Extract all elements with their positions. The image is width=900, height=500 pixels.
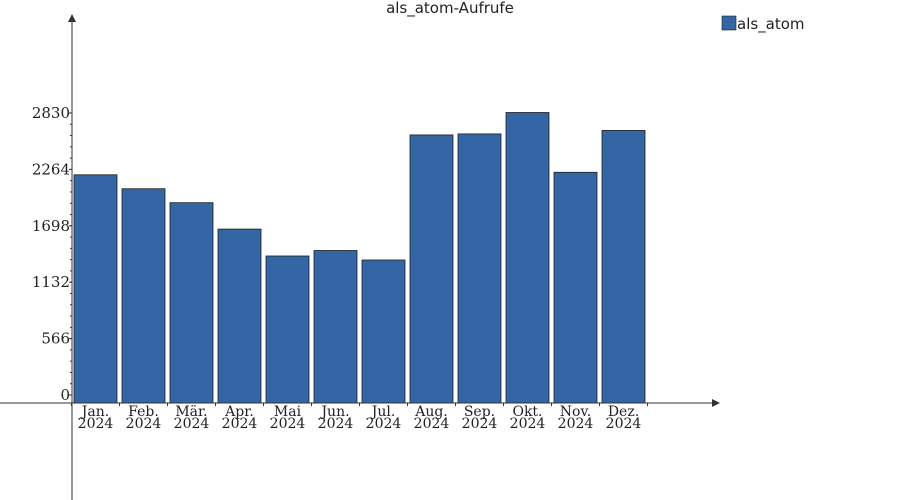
x-tick-label-year-7: 2024 xyxy=(414,416,450,432)
y-tick-label-5: 2830 xyxy=(32,104,70,122)
bar-2 xyxy=(169,202,214,404)
bar-4 xyxy=(265,255,310,404)
bar-9 xyxy=(505,112,550,404)
chart-title: als_atom-Aufrufe xyxy=(386,0,514,18)
y-tick-label-0: 0 xyxy=(60,386,70,404)
y-tick-label-3: 1698 xyxy=(32,217,70,235)
x-axis-ticks: Jan.2024Feb.2024Mär.2024Apr.2024Mai2024J… xyxy=(71,403,648,432)
x-tick-label-year-10: 2024 xyxy=(558,416,594,432)
x-tick-label-year-11: 2024 xyxy=(606,416,642,432)
bar-8 xyxy=(457,133,502,404)
bar-0 xyxy=(73,174,118,404)
bar-11 xyxy=(601,130,646,404)
x-tick-label-year-6: 2024 xyxy=(366,416,402,432)
bars-group xyxy=(73,112,646,404)
x-tick-label-month-1: Feb. xyxy=(128,404,159,420)
x-tick-label-month-3: Apr. xyxy=(224,404,254,420)
x-tick-label-year-2: 2024 xyxy=(174,416,210,432)
x-tick-label-year-3: 2024 xyxy=(222,416,258,432)
x-tick-label-month-5: Jun. xyxy=(319,404,349,420)
x-tick-label-year-4: 2024 xyxy=(270,416,306,432)
bar-10 xyxy=(553,171,598,404)
y-axis-arrow xyxy=(68,14,76,22)
legend: als_atom xyxy=(721,15,805,34)
y-tick-label-2: 1132 xyxy=(32,273,70,291)
x-tick-label-month-11: Dez. xyxy=(608,404,639,420)
bar-6 xyxy=(361,259,406,404)
x-axis-arrow xyxy=(712,399,720,407)
bar-7 xyxy=(409,134,454,404)
x-tick-label-year-8: 2024 xyxy=(462,416,498,432)
x-tick-label-month-6: Jul. xyxy=(370,404,396,420)
y-tick-label-1: 566 xyxy=(41,330,70,348)
x-tick-label-year-0: 2024 xyxy=(78,416,114,432)
bar-1 xyxy=(121,188,166,404)
y-axis-ticks: 0 566 1132 1698 2264 2830 xyxy=(32,104,72,404)
x-tick-label-year-9: 2024 xyxy=(510,416,546,432)
bar-5 xyxy=(313,250,358,404)
y-tick-label-4: 2264 xyxy=(32,160,70,178)
x-tick-label-month-2: Mär. xyxy=(175,404,207,420)
x-tick-label-month-4: Mai xyxy=(274,404,302,420)
legend-label: als_atom xyxy=(737,15,805,34)
x-tick-label-year-1: 2024 xyxy=(126,416,162,432)
x-tick-label-month-8: Sep. xyxy=(464,404,495,420)
x-tick-label-year-5: 2024 xyxy=(318,416,354,432)
x-tick-label-month-9: Okt. xyxy=(512,404,542,420)
x-tick-label-month-7: Aug. xyxy=(414,404,448,420)
x-tick-label-month-0: Jan. xyxy=(80,404,109,420)
x-tick-label-month-10: Nov. xyxy=(560,404,591,420)
bar-3 xyxy=(217,228,262,404)
legend-swatch xyxy=(721,15,737,31)
